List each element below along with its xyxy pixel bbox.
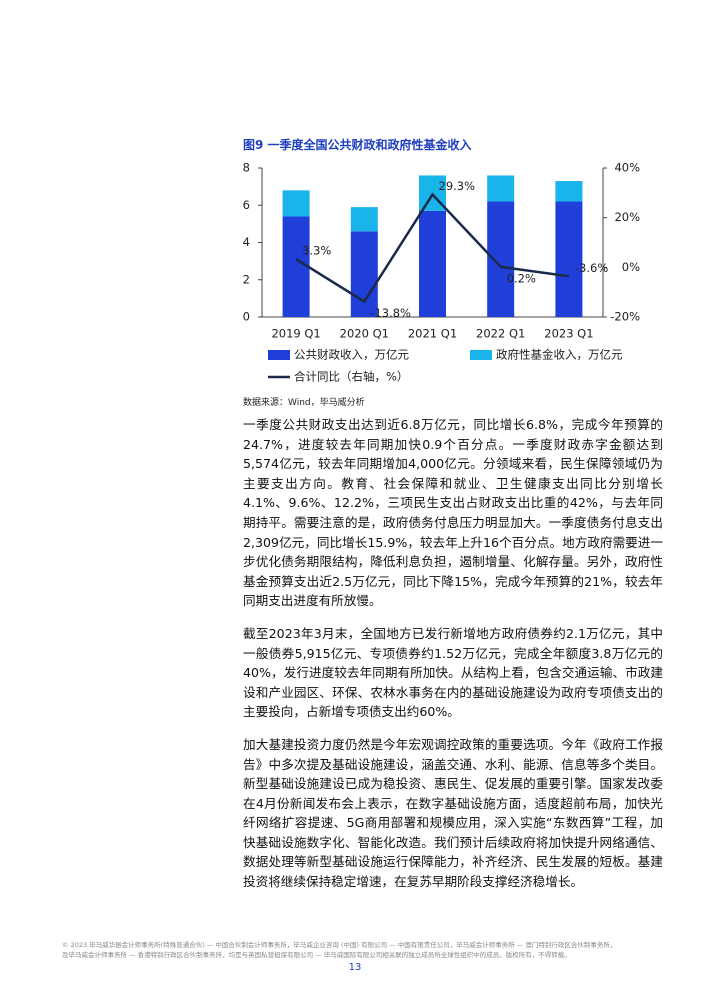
data-label: 3.3% — [302, 244, 331, 258]
y-tick-label: 6 — [243, 198, 250, 212]
bar — [487, 175, 515, 202]
legend-label: 公共财政收入，万亿元 — [294, 348, 409, 362]
bar — [555, 201, 583, 317]
bar — [350, 207, 378, 232]
footer-line: © 2023 毕马威华振会计师事务所(特殊普通合伙) — 中国合伙制会计师事务所… — [62, 941, 617, 949]
bar — [350, 231, 378, 317]
y2-tick-label: 40% — [614, 161, 640, 175]
source: 数据来源：Wind，毕马威分析 — [243, 398, 365, 408]
bar — [282, 216, 310, 317]
x-tick-label: 2023 Q1 — [544, 327, 593, 341]
page-number: 13 — [348, 962, 362, 973]
bar — [487, 201, 515, 317]
y2-tick-label: 0% — [622, 260, 640, 274]
x-tick-label: 2022 Q1 — [476, 327, 525, 341]
y2-tick-label: -20% — [610, 310, 640, 324]
bar — [282, 190, 310, 217]
data-label: 29.3% — [439, 179, 476, 193]
data-label: 0.2% — [507, 271, 536, 285]
body-text: 一季度公共财政支出达到近6.8万亿元，同比增长6.8%，完成今年预算的24.7%… — [243, 415, 663, 905]
x-tick-label: 2020 Q1 — [340, 327, 389, 341]
footer: © 2023 毕马威华振会计师事务所(特殊普通合伙) — 中国合伙制会计师事务所… — [62, 940, 652, 960]
chart: 0 2 4 6 8 -20% 0% 20% 40% 2019 Q1 2020 Q1 2021 Q1 20… — [243, 161, 640, 384]
legend-label: 政府性基金收入，万亿元 — [496, 348, 623, 362]
paragraph: 截至2023年3月末，全国地方已发行新增地方政府债券约2.1万亿元，其中一般债券… — [243, 625, 663, 720]
y2-tick-label: 20% — [614, 210, 640, 224]
y-tick-label: 0 — [243, 310, 250, 324]
bar — [419, 210, 446, 317]
y-tick-label: 8 — [243, 161, 250, 175]
figure-title: 图9 一季度全国公共财政和政府性基金收入 — [243, 138, 472, 152]
legend-label: 合计同比（右轴，%） — [294, 370, 408, 384]
paragraph: 一季度公共财政支出达到近6.8万亿元，同比增长6.8%，完成今年预算的24.7%… — [243, 417, 663, 609]
y-tick-label: 2 — [243, 272, 250, 286]
legend-swatch — [470, 350, 492, 360]
data-label: -13.8% — [370, 306, 411, 320]
data-label: -3.6% — [575, 261, 608, 275]
x-tick-label: 2021 Q1 — [408, 327, 457, 341]
footer-line: 及毕马威会计师事务所 — 香港特别行政区合伙制事务所，均是与英国私营担保有限公司… — [62, 951, 571, 959]
paragraph: 加大基建投资力度仍然是今年宏观调控政策的重要选项。今年《政府工作报告》中多次提及… — [243, 736, 663, 890]
x-tick-label: 2019 Q1 — [271, 327, 320, 341]
bar — [555, 181, 583, 202]
legend-swatch — [268, 350, 290, 360]
line — [295, 192, 570, 304]
y-tick-label: 4 — [243, 235, 250, 249]
